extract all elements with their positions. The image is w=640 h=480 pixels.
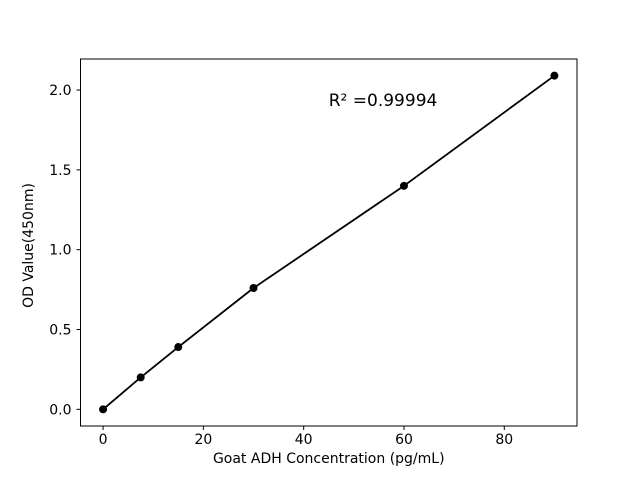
y-tick-label: 0.0: [49, 402, 71, 418]
y-axis-label: OD Value(450nm): [21, 183, 37, 308]
fit-line: [102, 74, 556, 411]
x-tick-label: 80: [495, 432, 513, 448]
y-tick-label: 1.0: [49, 243, 71, 259]
r-squared-annotation: R² =0.99994: [329, 91, 438, 111]
x-axis-label: Goat ADH Concentration (pg/mL): [213, 451, 445, 467]
x-tick-label: 60: [395, 432, 413, 448]
x-tick-label: 0: [99, 432, 108, 448]
data-point: [550, 71, 559, 80]
data-point: [399, 181, 408, 190]
y-tick-label: 0.5: [49, 323, 71, 339]
x-tick-label: 20: [194, 432, 212, 448]
data-point: [174, 343, 183, 352]
data-point: [99, 405, 108, 414]
data-point: [136, 373, 145, 382]
data-point: [249, 283, 258, 292]
plot-border: [80, 58, 578, 427]
y-tick-label: 1.5: [49, 163, 71, 179]
y-tick-label: 2.0: [49, 83, 71, 99]
x-tick-label: 40: [295, 432, 313, 448]
